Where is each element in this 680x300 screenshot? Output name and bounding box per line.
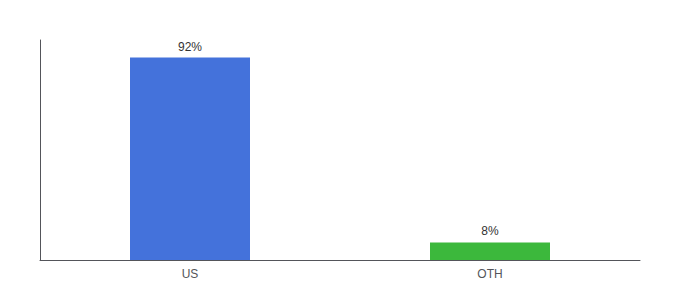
svg-text:92%: 92% (178, 40, 202, 54)
svg-text:OTH: OTH (477, 267, 502, 281)
svg-text:8%: 8% (481, 224, 499, 238)
svg-text:US: US (182, 267, 199, 281)
